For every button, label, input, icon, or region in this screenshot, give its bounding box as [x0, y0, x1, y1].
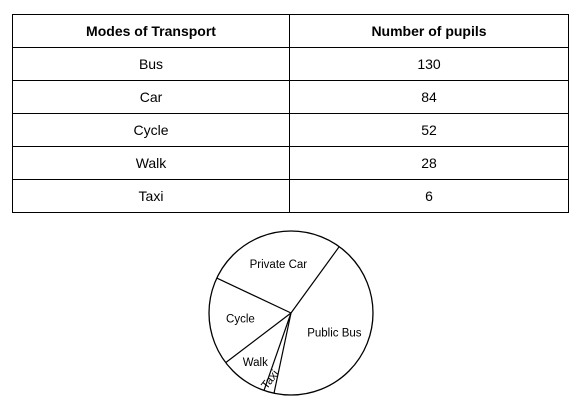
slice-boundary: [263, 312, 292, 391]
cell-mode: Cycle: [12, 113, 290, 147]
transport-table: Modes of Transport Number of pupils Bus …: [12, 14, 569, 213]
cell-pupils: 84: [289, 80, 569, 114]
table-row: Walk 28: [12, 146, 569, 180]
cell-mode: Walk: [12, 146, 290, 180]
cell-pupils: 52: [289, 113, 569, 147]
header-pupils: Number of pupils: [289, 14, 569, 48]
table-row: Taxi 6: [12, 179, 569, 213]
cell-pupils: 28: [289, 146, 569, 180]
slice-boundary: [225, 312, 292, 364]
table-row: Car 84: [12, 80, 569, 114]
slice-boundary: [216, 277, 292, 314]
table-header-row: Modes of Transport Number of pupils: [12, 14, 569, 48]
cell-mode: Taxi: [12, 179, 290, 213]
table-row: Cycle 52: [12, 113, 569, 147]
pie-outline: [208, 230, 374, 396]
slice-label: Walk: [243, 357, 268, 369]
slice-label: Private Car: [250, 259, 308, 271]
cell-pupils: 6: [289, 179, 569, 213]
slice-label: Public Bus: [307, 327, 362, 339]
header-modes: Modes of Transport: [12, 14, 290, 48]
slice-boundary: [290, 246, 340, 314]
cell-pupils: 130: [289, 47, 569, 81]
table-row: Bus 130: [12, 47, 569, 81]
slice-boundary: [273, 312, 292, 394]
slice-label: Cycle: [226, 313, 255, 325]
